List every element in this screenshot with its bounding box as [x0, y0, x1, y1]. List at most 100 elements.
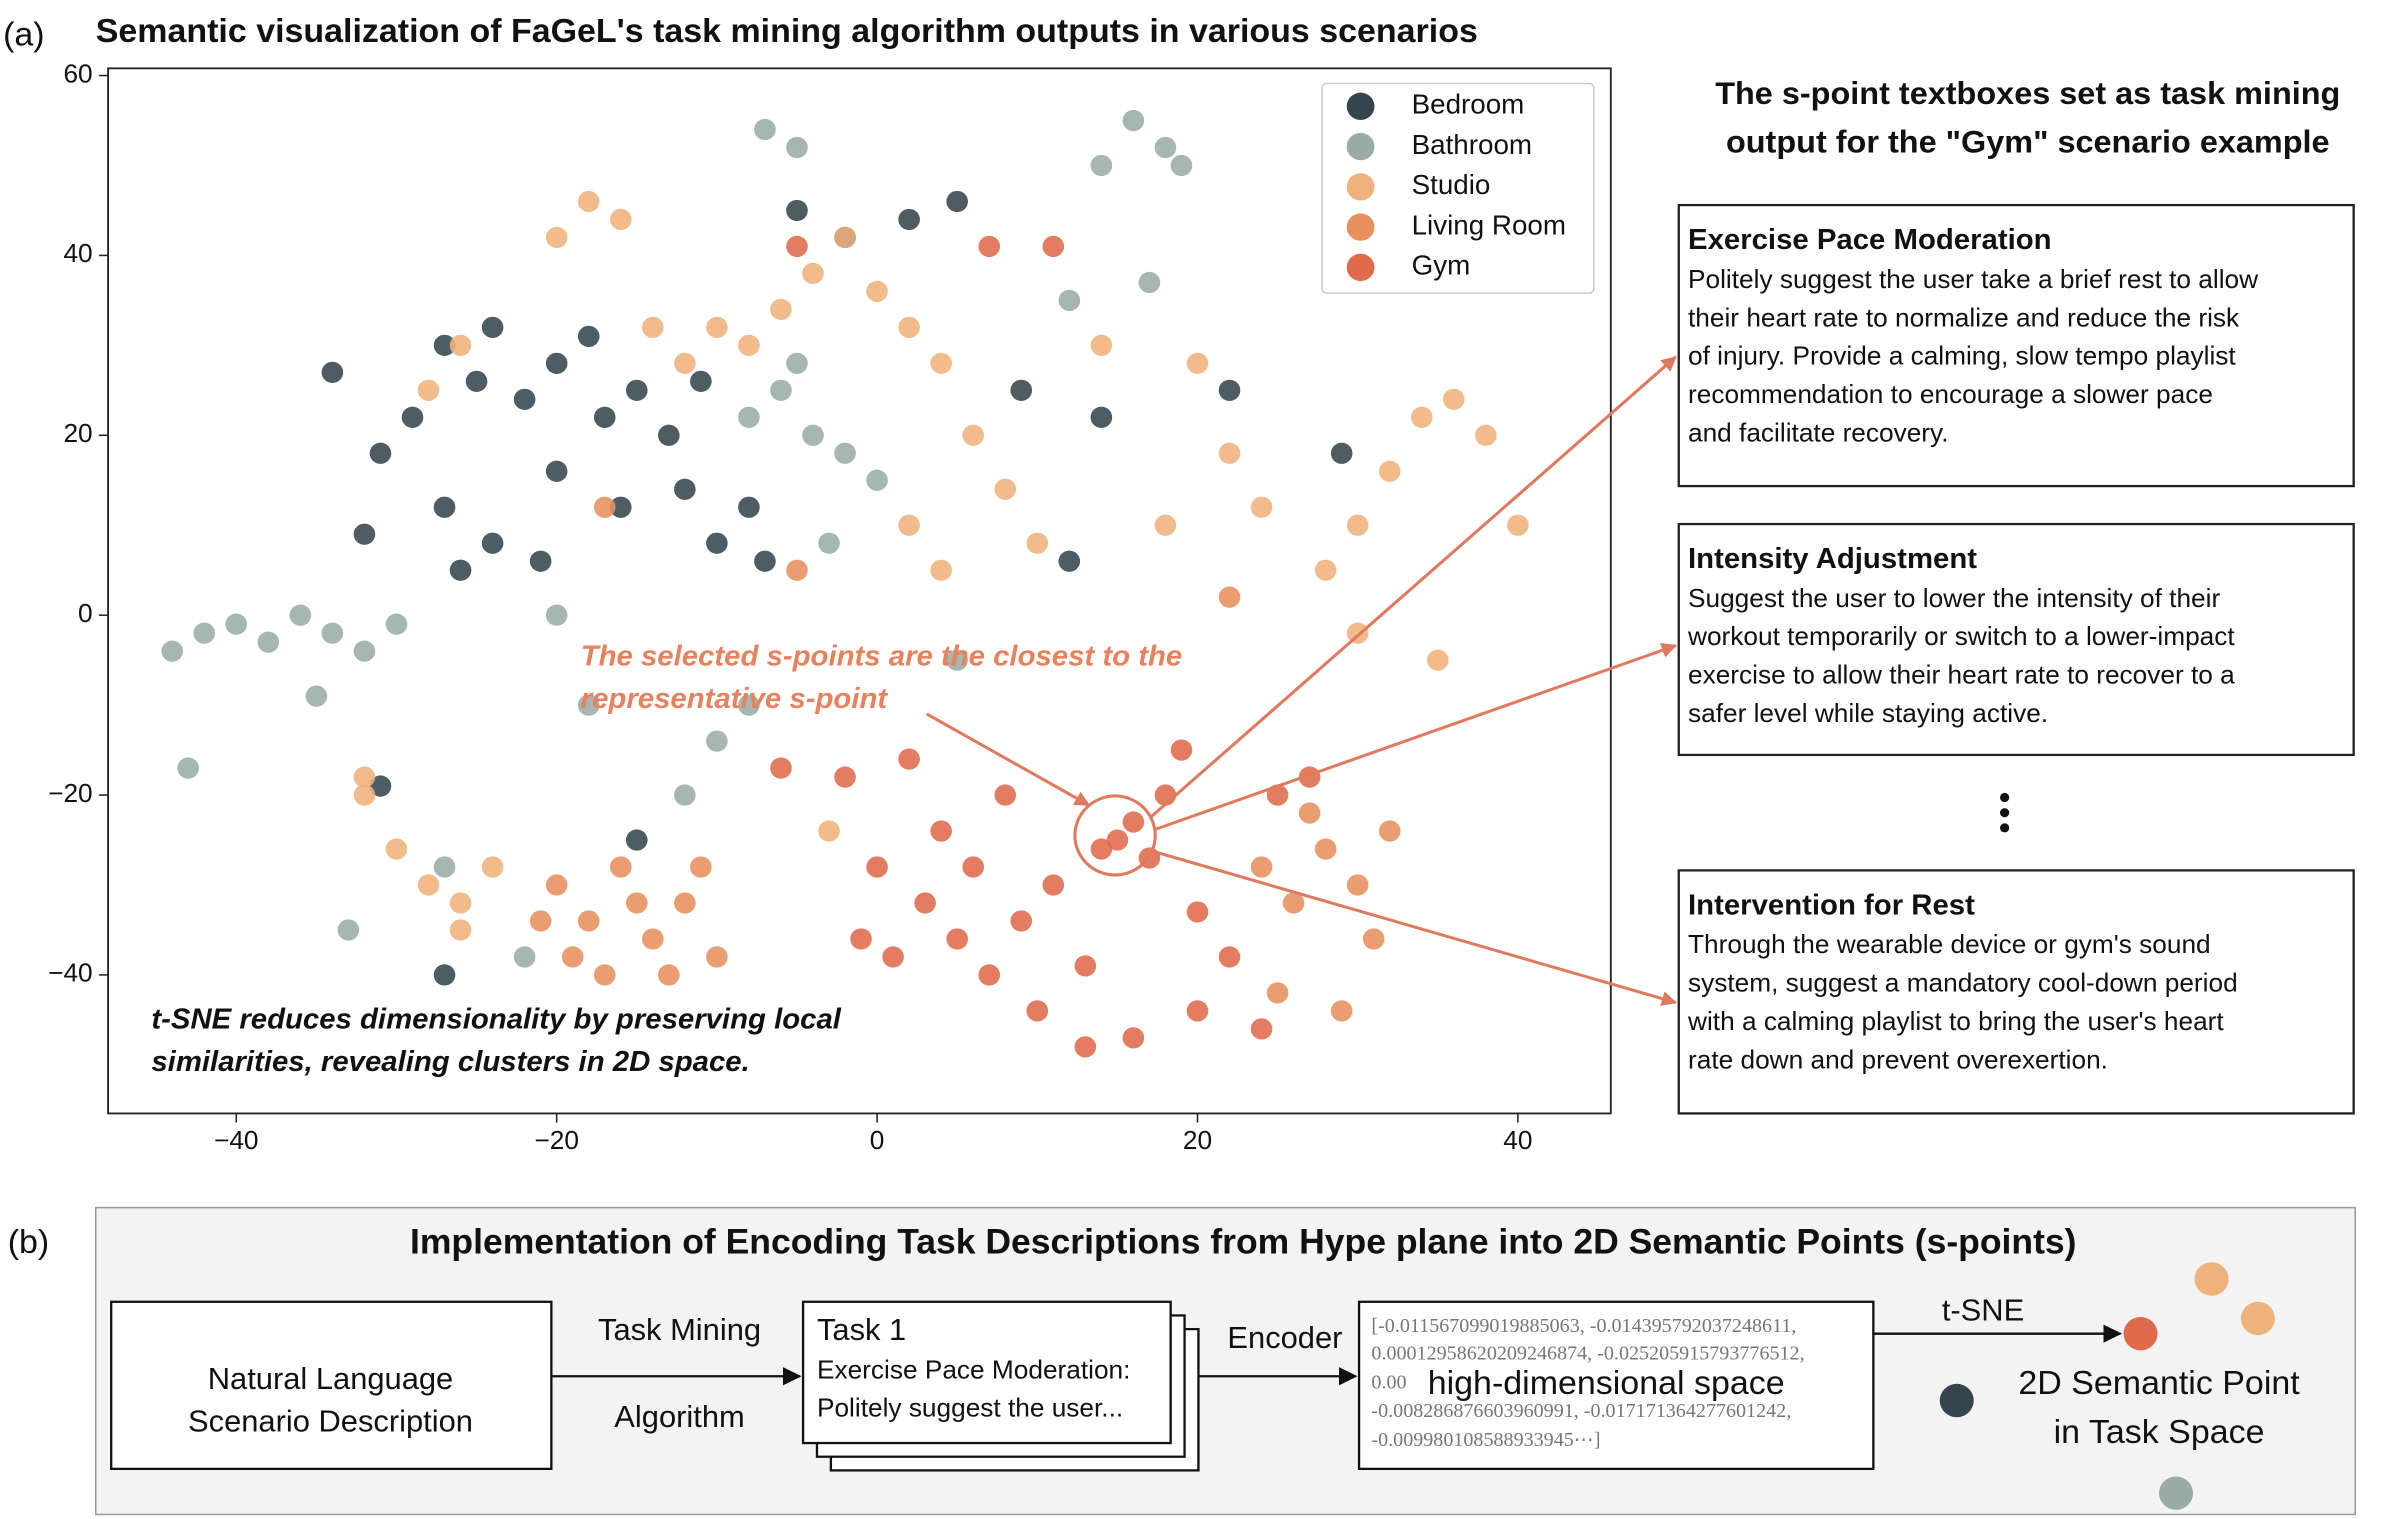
legend-marker: [1346, 132, 1375, 161]
task-text: Politely suggest the user...: [817, 1393, 1123, 1423]
point: [369, 442, 392, 464]
point: [770, 298, 792, 321]
point: [1186, 1000, 1209, 1022]
point: [1090, 838, 1113, 860]
point: [1170, 739, 1193, 761]
textbox-line: system, suggest a mandatory cool-down pe…: [1688, 968, 2238, 998]
point: [481, 856, 504, 878]
point: [289, 604, 312, 626]
point: [337, 919, 360, 941]
point: [433, 856, 456, 878]
textbox-line: Through the wearable device or gym's sou…: [1688, 929, 2211, 959]
point: [770, 757, 792, 779]
point: [754, 118, 776, 141]
point: [321, 622, 344, 644]
point: [834, 766, 856, 788]
point: [866, 280, 888, 303]
point: [465, 370, 488, 392]
point: [1346, 514, 1369, 536]
textbox-line: of injury. Provide a calming, slow tempo…: [1688, 341, 2236, 371]
textbox-line: recommendation to encourage a slower pac…: [1688, 379, 2213, 409]
point: [1122, 1027, 1145, 1049]
plot-frame: [107, 67, 1612, 1115]
point: [1218, 586, 1241, 608]
point: [674, 352, 696, 374]
ellipsis-dot: [1999, 792, 2010, 803]
point: [706, 316, 728, 339]
point: [1378, 820, 1401, 842]
point: [706, 946, 728, 968]
point: [401, 406, 424, 428]
point: [834, 226, 856, 249]
textbox-line: and facilitate recovery.: [1688, 418, 1948, 448]
point: [1154, 514, 1177, 536]
point: [385, 613, 408, 635]
point: [930, 559, 952, 581]
point: [545, 460, 568, 482]
vector-text: 0.00012958620209246874, -0.0252059157937…: [1371, 1343, 1804, 1365]
panel-label: (b): [8, 1224, 50, 1261]
point: [385, 838, 408, 860]
selection-circle: [1073, 794, 1157, 877]
point: [802, 262, 824, 285]
point: [754, 550, 776, 572]
y-tick-label: 20: [63, 418, 92, 448]
point: [786, 235, 808, 258]
flow-label: t-SNE: [1942, 1294, 2024, 1328]
point: [225, 613, 248, 635]
textbox: [1677, 203, 2355, 488]
point: [177, 757, 200, 779]
point: [625, 379, 648, 401]
point: [818, 532, 840, 554]
point: [577, 325, 600, 348]
point: [930, 352, 952, 374]
point: [738, 406, 760, 428]
point: [1122, 811, 1145, 833]
point: [786, 352, 808, 374]
point: [545, 874, 568, 896]
point: [946, 190, 968, 213]
point: [1330, 1000, 1353, 1022]
point: [818, 820, 840, 842]
point: [369, 775, 392, 797]
annotation: representative s-point: [581, 683, 889, 715]
point: [1314, 559, 1337, 581]
textbox-title: Intervention for Rest: [1688, 890, 1975, 922]
point: [1026, 532, 1049, 554]
textbox-title: Exercise Pace Moderation: [1688, 224, 2052, 256]
annotation-arrow: [1149, 355, 1677, 819]
point: [449, 559, 472, 581]
annotation: similarities, revealing clusters in 2D s…: [151, 1046, 749, 1078]
legend-marker: [1346, 253, 1375, 282]
vector-text: -0.009980108588933945⋯]: [1371, 1429, 1600, 1451]
vector-text: [-0.011567099019885063, -0.0143957920372…: [1371, 1315, 1796, 1337]
textbox-line: their heart rate to normalize and reduce…: [1688, 302, 2240, 332]
point: [994, 478, 1017, 500]
point: [545, 604, 568, 626]
point: [1346, 874, 1369, 896]
point: [1475, 424, 1497, 446]
annotation: t-SNE reduces dimensionality by preservi…: [151, 1004, 841, 1036]
ellipsis-dot: [1999, 808, 2010, 818]
textbox-heading: The s-point textboxes set as task mining: [1715, 75, 2340, 111]
textbox-line: exercise to allow their heart rate to re…: [1688, 660, 2235, 690]
point: [1042, 235, 1065, 258]
point: [561, 946, 584, 968]
annotation-arrow: [1150, 849, 1678, 1006]
legend-frame: [1321, 82, 1595, 294]
point: [353, 640, 376, 662]
decor-point: [2194, 1262, 2229, 1296]
point: [481, 316, 504, 339]
point: [946, 649, 968, 671]
point: [353, 766, 376, 788]
point: [481, 532, 504, 554]
point: [978, 235, 1001, 258]
x-tick-label: −40: [214, 1125, 259, 1155]
point: [609, 496, 632, 518]
point: [433, 964, 456, 986]
point: [674, 892, 696, 914]
y-tick-label: 60: [63, 59, 92, 89]
point: [1282, 892, 1305, 914]
point: [738, 694, 760, 716]
